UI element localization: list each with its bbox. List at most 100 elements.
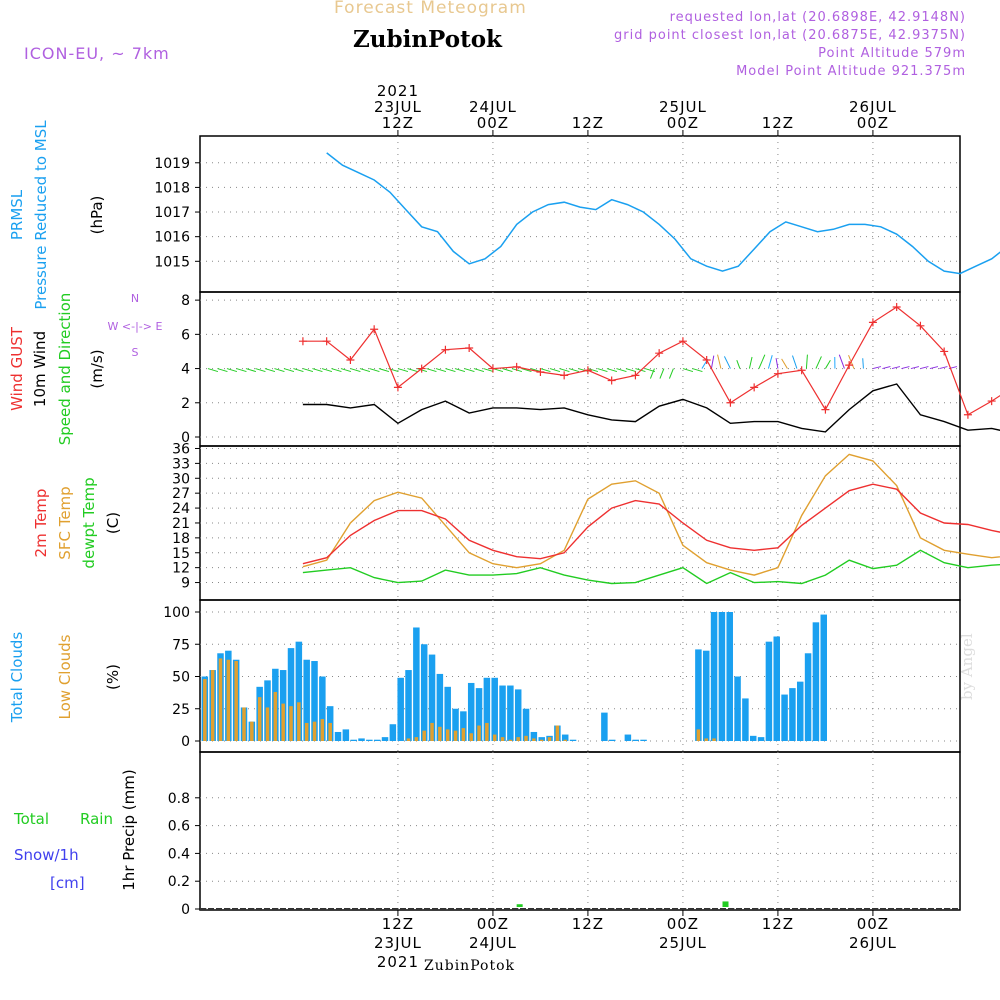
total-cloud-bar — [514, 689, 522, 741]
y-tick-label: 6 — [181, 327, 190, 343]
wind-direction-arrow — [891, 366, 901, 370]
y-tick-label: 33 — [172, 456, 190, 472]
low-cloud-bar — [250, 721, 254, 741]
wind-direction-arrow — [717, 354, 722, 369]
ylabel-total-clouds: Total Clouds — [8, 632, 26, 724]
low-cloud-bar — [430, 722, 434, 741]
total-cloud-bar — [742, 698, 749, 741]
total-cloud-bar — [702, 650, 710, 741]
total-cloud-bar — [303, 659, 310, 741]
wind-direction-arrow — [502, 368, 513, 373]
total-cloud-bar — [522, 708, 530, 741]
bottom-time-label: 2021 — [377, 953, 419, 971]
y-tick-label: 0.6 — [168, 819, 190, 835]
wind-direction-arrow — [781, 358, 788, 369]
ylabel-2m-temp: 2m Temp — [32, 489, 50, 558]
wind-direction-arrow — [217, 368, 228, 373]
ylabel-dewpt: dewpt Temp — [80, 477, 98, 568]
wind-direction-arrow — [245, 368, 257, 373]
wind-direction-arrow — [293, 368, 304, 373]
total-cloud-bar — [718, 612, 726, 741]
low-cloud-bar — [453, 730, 458, 741]
y-tick-label: 0.4 — [168, 846, 190, 862]
gust-marker — [940, 347, 949, 356]
top-time-label: 12Z — [382, 114, 414, 132]
wind-direction-arrow — [862, 358, 864, 369]
y-tick-label: 25 — [172, 702, 190, 718]
y-tick-label: 9 — [181, 576, 190, 592]
wind-direction-arrow — [723, 356, 731, 369]
gust-marker — [963, 410, 972, 419]
gust-marker — [441, 345, 450, 354]
wind-direction-arrow — [331, 368, 342, 373]
y-tick-label: 0.8 — [168, 791, 190, 807]
low-cloud-bar — [438, 726, 442, 741]
total-cloud-bar — [389, 724, 397, 741]
legend-total: Total — [14, 810, 50, 828]
low-cloud-bar — [445, 729, 450, 741]
bottom-time-label: 12Z — [762, 915, 794, 933]
total-cloud-bar — [710, 612, 718, 741]
total-cloud-bar — [640, 739, 647, 741]
wind-direction-arrow — [397, 368, 409, 373]
total-cloud-bar — [538, 737, 545, 741]
wind-direction-arrow — [426, 368, 437, 373]
wind-direction-arrow — [530, 368, 542, 373]
top-time-label: 00Z — [667, 114, 699, 132]
gust-marker — [797, 366, 806, 375]
low-cloud-bar — [304, 722, 309, 741]
top-time-label: 26JUL — [849, 98, 897, 116]
wind-direction-arrow — [872, 366, 882, 370]
y-tick-label: 1017 — [154, 205, 190, 221]
gust-marker — [322, 337, 331, 346]
wind-direction-arrow — [606, 368, 618, 373]
total-cloud-bar — [789, 688, 796, 741]
low-cloud-bar — [242, 707, 246, 741]
wind-direction-arrow — [274, 368, 285, 373]
gust-marker — [868, 318, 877, 327]
wind-direction-arrow — [302, 368, 314, 373]
y-tick-label: 27 — [172, 486, 190, 502]
bottom-time-label: 12Z — [382, 915, 414, 933]
point-altitude: Point Altitude 579m — [818, 46, 966, 61]
y-tick-label: 18 — [172, 531, 190, 547]
low-cloud-bar — [273, 691, 278, 741]
wind-direction-arrow — [939, 366, 948, 370]
gust-marker — [726, 398, 735, 407]
total-cloud-bar — [608, 739, 616, 741]
low-cloud-bar — [414, 737, 419, 741]
wind-direction-arrow — [882, 366, 891, 370]
total-cloud-bar — [405, 670, 412, 741]
y-tick-label: 0.2 — [168, 874, 190, 890]
low-cloud-bar — [477, 725, 481, 741]
total-cloud-bar — [530, 731, 538, 741]
wind-direction-arrow — [792, 355, 798, 369]
y-tick-label: 0 — [181, 734, 190, 750]
gust-marker — [821, 405, 830, 414]
bottom-time-label: 12Z — [572, 915, 604, 933]
total-cloud-bar — [381, 737, 389, 741]
y-tick-label: 36 — [172, 441, 190, 457]
total-cloud-bar — [460, 711, 467, 741]
wind-direction-arrow — [454, 368, 466, 373]
top-time-label: 12Z — [762, 114, 794, 132]
legend-snow: Snow/1h — [14, 846, 79, 864]
low-cloud-bar — [500, 737, 505, 741]
low-cloud-bar — [203, 679, 207, 741]
panel-precip: 0 0.2 0.4 0.6 0.8 — [168, 751, 961, 918]
wind-direction-arrow — [775, 358, 779, 369]
y-tick-label: 0 — [181, 430, 190, 446]
gust-marker — [536, 367, 545, 376]
low-cloud-bar — [516, 737, 520, 741]
gust-marker — [750, 383, 759, 392]
bottom-time-label: 00Z — [667, 915, 699, 933]
total-cloud-bar — [601, 712, 608, 741]
y-tick-label: 75 — [172, 637, 190, 653]
y-tick-label: 15 — [172, 546, 190, 562]
wind-10m-line — [302, 383, 1000, 433]
legend-rain: Rain — [80, 810, 113, 828]
wind-direction-arrow — [473, 368, 485, 373]
ylabel-c: (C) — [104, 512, 122, 534]
model-label: ICON-EU, ~ 7km — [24, 44, 170, 63]
